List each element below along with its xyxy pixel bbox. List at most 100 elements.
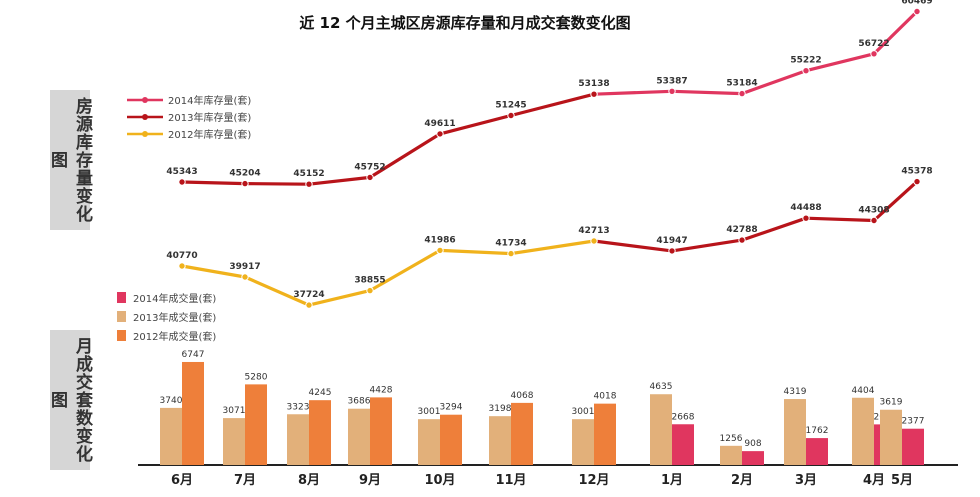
upper-line-label: 45752	[354, 162, 385, 172]
line-2013-inventory-upper-point	[436, 130, 444, 138]
bar-2013-label: 3740	[160, 396, 183, 406]
bar-2014-label: 2377	[902, 417, 925, 427]
bar-2012-label: 4245	[309, 388, 332, 398]
line-2014-inventory-point	[738, 89, 746, 98]
lower-line-label: 45378	[901, 167, 932, 177]
x-tick-label: 4月	[863, 473, 885, 488]
bar-2014	[672, 424, 694, 465]
line-2013-inventory-upper-point	[241, 179, 249, 188]
line-2012-inventory-point	[590, 237, 598, 245]
x-tick-label: 3月	[795, 473, 817, 488]
bar-2013-label: 3323	[287, 402, 310, 412]
lower-line-label: 38855	[354, 276, 385, 286]
line-2013-inventory-lower	[593, 180, 919, 253]
bar-2013	[160, 407, 182, 465]
bar-2012-label: 4068	[511, 391, 534, 401]
upper-line-label: 60469	[901, 0, 932, 7]
line-2013-inventory-upper-point	[590, 90, 598, 98]
bar-2013-label: 3001	[418, 407, 441, 417]
x-tick-label: 7月	[234, 473, 256, 488]
bar-2014	[902, 428, 924, 465]
bar-2012	[309, 400, 331, 465]
upper-line-label: 49611	[424, 119, 455, 129]
line-2012-inventory-point	[178, 262, 186, 270]
bar-legend-label: 2012年成交量(套)	[133, 330, 216, 343]
line-2013-inventory-lower-point	[802, 214, 810, 222]
line-2013-inventory-upper-point	[305, 180, 313, 188]
upper-line-label: 53387	[656, 76, 687, 86]
bar-2013	[650, 394, 672, 465]
bar-2013-label: 3071	[223, 406, 246, 416]
bar-2013-label: 3686	[348, 397, 371, 407]
bar-2013	[348, 408, 370, 465]
x-tick-label: 12月	[578, 473, 609, 488]
line-2012-inventory-point	[241, 273, 249, 281]
bar-2013-label: 3198	[489, 404, 512, 414]
bar-2013-label: 4319	[784, 387, 807, 397]
bar-legend-swatch	[117, 330, 126, 341]
line-legend-label: 2012年库存量(套)	[168, 128, 251, 141]
lower-line-label: 41986	[424, 235, 455, 245]
line-legend-marker	[142, 131, 148, 137]
lower-line-label: 37724	[293, 290, 324, 300]
bar-2013-label: 3619	[880, 398, 903, 408]
line-2013-inventory-upper-point	[507, 111, 515, 120]
bar-2012-label: 5280	[245, 372, 268, 382]
upper-line-label: 51245	[495, 100, 526, 110]
inventory-side-band: 房源库存量变化图	[47, 90, 92, 230]
line-2013-inventory-lower-point	[738, 236, 746, 244]
bar-2012	[440, 414, 462, 465]
bar-2014	[742, 451, 764, 465]
bar-2012-label: 6747	[182, 350, 205, 360]
line-legend-marker	[142, 97, 148, 103]
x-tick-label: 10月	[424, 473, 455, 488]
inventory-side-label: 房源库存量变化图	[47, 97, 92, 223]
chart-title: 近 12 个月主城区房源库存量和月成交套数变化图	[299, 14, 631, 32]
upper-line-label: 45204	[229, 169, 260, 179]
bar-2013-label: 1256	[720, 434, 743, 444]
upper-line-label: 53138	[578, 79, 609, 89]
line-2012-inventory-point	[436, 246, 444, 255]
bar-2012	[594, 403, 616, 465]
bar-2013	[223, 418, 245, 465]
x-tick-label: 1月	[661, 473, 683, 488]
bar-2012-label: 4018	[594, 392, 617, 402]
bar-2014-label: 2668	[672, 412, 695, 422]
line-2012-inventory-point	[507, 249, 515, 258]
bar-2013-label: 3001	[572, 407, 595, 417]
bar-2013	[852, 397, 874, 465]
upper-line-label: 55222	[790, 56, 821, 66]
lower-line-label: 42788	[726, 225, 757, 235]
x-tick-label: 9月	[359, 473, 381, 488]
line-legend-label: 2014年库存量(套)	[168, 94, 251, 107]
bar-legend-label: 2014年成交量(套)	[133, 292, 216, 305]
bar-2012-label: 3294	[440, 403, 463, 413]
line-2012-inventory-point	[366, 286, 374, 295]
bar-2014-label: 908	[744, 439, 761, 449]
bar-2013	[572, 419, 594, 465]
bar-2013-label: 4404	[852, 386, 875, 396]
x-tick-label: 11月	[495, 473, 526, 488]
lower-line-label: 44308	[858, 206, 889, 216]
bar-2013	[489, 416, 511, 465]
line-2013-inventory-lower-point	[913, 177, 921, 186]
lower-line-label: 39917	[229, 262, 260, 272]
x-tick-label: 6月	[171, 473, 193, 488]
bar-2012	[370, 397, 392, 465]
bar-2013	[418, 419, 440, 465]
upper-line-label: 45152	[293, 169, 324, 179]
lower-line-label: 42713	[578, 226, 609, 236]
lower-line-label: 41947	[656, 236, 687, 246]
bar-2013	[784, 399, 806, 465]
bar-2014	[806, 438, 828, 465]
lower-line-label: 40770	[166, 251, 197, 261]
upper-line-label: 45343	[166, 167, 197, 177]
line-2013-inventory-upper-point	[178, 178, 186, 186]
line-2012-inventory-point	[305, 301, 313, 309]
line-2013-inventory-lower-point	[870, 216, 878, 225]
line-2014-inventory-point	[913, 7, 921, 16]
bar-2014-label: 1762	[806, 426, 829, 436]
upper-line-label: 56722	[858, 39, 889, 49]
bar-legend-swatch	[117, 311, 126, 322]
